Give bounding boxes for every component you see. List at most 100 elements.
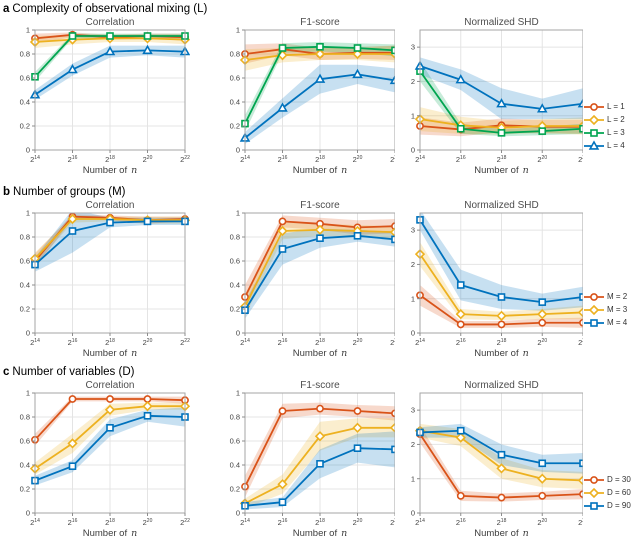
svg-text:216: 216: [278, 155, 288, 164]
legend-marker-icon: [584, 318, 604, 327]
row-b-letter: b: [3, 186, 11, 198]
svg-text:216: 216: [278, 518, 288, 527]
legend-item: L = 3: [583, 126, 640, 139]
svg-text:0.4: 0.4: [20, 461, 30, 470]
row-a-title: Complexity of observational mixing (L): [12, 3, 208, 15]
svg-text:214: 214: [30, 518, 40, 527]
legend-item-label: L = 4: [607, 141, 625, 150]
legend-item: L = 4: [583, 139, 640, 152]
svg-text:220: 220: [537, 518, 547, 527]
svg-text:Correlation: Correlation: [86, 17, 135, 28]
svg-text:Number ofn: Number of n: [474, 348, 528, 357]
svg-text:0.4: 0.4: [230, 98, 240, 107]
svg-text:Normalized SHD: Normalized SHD: [464, 380, 538, 391]
svg-text:3: 3: [411, 43, 415, 52]
svg-text:1: 1: [411, 474, 415, 483]
panel-row-a: a Complexity of observational mixing (L) …: [0, 0, 640, 174]
chart-b-f1-score: F1-score 214 216 218 220 222 0 0.2 0.4 0.6 0.8 1 Num…: [230, 200, 395, 357]
svg-text:1: 1: [26, 389, 30, 398]
svg-text:222: 222: [578, 155, 583, 164]
svg-text:216: 216: [68, 518, 78, 527]
svg-text:0.4: 0.4: [230, 461, 240, 470]
legend-marker-icon: [584, 114, 604, 125]
svg-text:218: 218: [105, 338, 115, 347]
legend-item-label: L = 1: [607, 102, 625, 111]
legend-item: D = 60: [583, 486, 640, 499]
svg-text:0.8: 0.8: [230, 233, 240, 242]
svg-text:216: 216: [456, 518, 466, 527]
panel-row-b: b Number of groups (M) Correlation 214 216 2…: [0, 178, 640, 357]
svg-text:0: 0: [236, 329, 240, 338]
svg-text:0: 0: [236, 146, 240, 155]
svg-text:3: 3: [411, 226, 415, 235]
svg-text:0: 0: [236, 509, 240, 518]
svg-text:F1-score: F1-score: [300, 17, 340, 28]
svg-text:0.4: 0.4: [20, 281, 30, 290]
svg-text:214: 214: [415, 155, 425, 164]
chart-a-f1-score: F1-score 214 216 218 220 222 0 0.2 0.4 0.6 0.8 1 Num…: [230, 17, 395, 174]
svg-text:218: 218: [105, 518, 115, 527]
svg-text:218: 218: [105, 155, 115, 164]
svg-text:214: 214: [240, 338, 250, 347]
svg-text:Number ofn: Number of n: [83, 528, 137, 537]
svg-text:0.6: 0.6: [20, 257, 30, 266]
svg-text:3: 3: [411, 406, 415, 415]
svg-text:216: 216: [68, 155, 78, 164]
svg-text:Number ofn: Number of n: [293, 528, 347, 537]
legend-item-label: L = 3: [607, 128, 625, 137]
svg-text:1: 1: [411, 294, 415, 303]
legend-marker-icon: [584, 292, 604, 301]
legend-marker-icon: [584, 487, 604, 498]
chart-c-normalized-shd: Normalized SHD 214 216 218 220 222 0 1 2 3 Number …: [411, 380, 583, 537]
svg-text:0.8: 0.8: [230, 413, 240, 422]
svg-text:0.2: 0.2: [20, 485, 30, 494]
svg-text:0.6: 0.6: [20, 437, 30, 446]
legend-item: L = 2: [583, 113, 640, 126]
svg-text:F1-score: F1-score: [300, 380, 340, 391]
svg-text:Correlation: Correlation: [86, 200, 135, 211]
row-b-header: b Number of groups (M): [0, 185, 640, 199]
svg-text:218: 218: [315, 518, 325, 527]
legend-item-label: L = 2: [607, 115, 625, 124]
chart-b-normalized-shd: Normalized SHD 214 216 218 220 222 0 1 2 3 Number …: [411, 200, 583, 357]
svg-text:0.6: 0.6: [230, 257, 240, 266]
svg-text:1: 1: [236, 389, 240, 398]
svg-text:222: 222: [578, 518, 583, 527]
svg-text:0.2: 0.2: [20, 305, 30, 314]
svg-text:Number ofn: Number of n: [293, 348, 347, 357]
legend-marker-icon: [584, 139, 604, 150]
svg-text:Normalized SHD: Normalized SHD: [464, 200, 538, 211]
panel-row-c: c Number of variables (D) Correlation 214 2…: [0, 360, 640, 537]
row-c-title: Number of variables (D): [12, 366, 135, 378]
legend-item-label: D = 30: [607, 475, 631, 484]
svg-text:Number ofn: Number of n: [474, 165, 528, 174]
svg-text:214: 214: [30, 338, 40, 347]
svg-text:0.2: 0.2: [230, 122, 240, 131]
svg-text:0.6: 0.6: [230, 74, 240, 83]
legend-item-label: M = 2: [607, 292, 628, 301]
svg-text:220: 220: [353, 338, 363, 347]
legend-item: D = 90: [583, 499, 640, 512]
chart-c-f1-score: F1-score 214 216 218 220 222 0 0.2 0.4 0.6 0.8 1 Num…: [230, 380, 395, 537]
legend-item-label: M = 4: [607, 318, 628, 327]
chart-b-correlation: Correlation 214 216 218 220 222 0 0.2 0.4 0.6 0.8 1…: [20, 200, 190, 357]
row-b-charts: Correlation 214 216 218 220 222 0 0.2 0.4 0.6 0.8 1…: [0, 199, 640, 357]
svg-text:Number ofn: Number of n: [293, 165, 347, 174]
svg-text:0: 0: [26, 329, 30, 338]
svg-text:216: 216: [278, 338, 288, 347]
legend-item: M = 3: [583, 303, 640, 316]
svg-text:1: 1: [236, 209, 240, 218]
svg-text:220: 220: [143, 155, 153, 164]
row-a-charts: Correlation 214 216 218 220 222 0 0.2 0.4 0.6 0.8 1…: [0, 16, 640, 174]
row-a-header: a Complexity of observational mixing (L): [0, 2, 640, 16]
legend-item: D = 30: [583, 473, 640, 486]
svg-text:1: 1: [411, 111, 415, 120]
svg-text:218: 218: [315, 155, 325, 164]
legend-b: M = 2 M = 3 M = 4: [583, 199, 640, 329]
svg-text:0: 0: [411, 329, 415, 338]
row-c-header: c Number of variables (D): [0, 365, 640, 379]
svg-text:Number ofn: Number of n: [83, 165, 137, 174]
svg-text:0.8: 0.8: [20, 233, 30, 242]
svg-text:Correlation: Correlation: [86, 380, 135, 391]
svg-text:220: 220: [537, 338, 547, 347]
